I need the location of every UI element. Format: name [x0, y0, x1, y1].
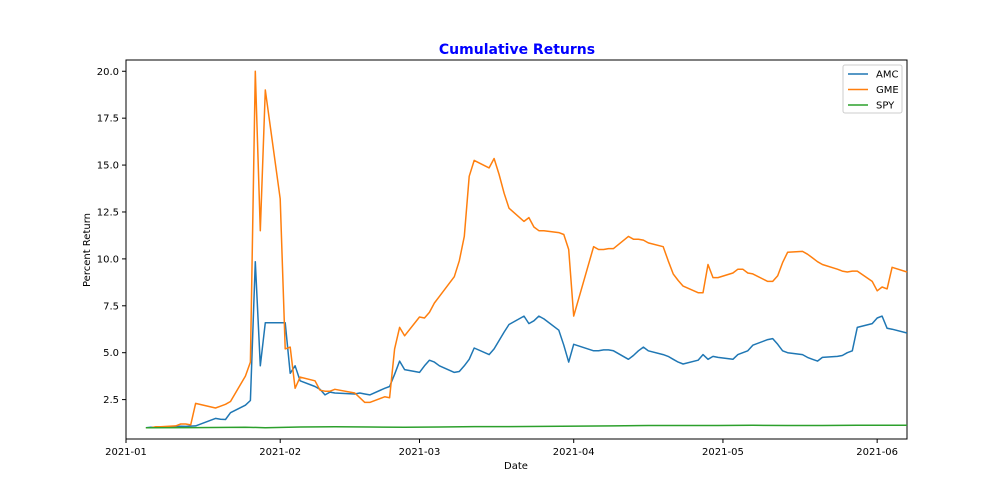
y-tick-label: 10.0	[97, 254, 119, 265]
x-tick-label: 2021-02	[259, 447, 301, 458]
y-axis-label: Percent Return	[82, 213, 93, 287]
legend-label-amc: AMC	[876, 70, 898, 81]
x-tick-label: 2021-06	[856, 447, 898, 458]
x-axis-label: Date	[504, 461, 528, 472]
x-tick-label: 2021-04	[553, 447, 595, 458]
x-tick-label: 2021-01	[105, 447, 147, 458]
y-axis: 2.5 5.0 7.5 10.0 12.5 15.0 17.5 20.0	[97, 67, 126, 406]
x-axis: 2021-01 2021-02 2021-03 2021-04 2021-05 2021-…	[105, 439, 898, 458]
y-tick-label: 17.5	[97, 114, 119, 125]
legend-label-spy: SPY	[876, 101, 895, 112]
series-line-amc	[145, 260, 908, 429]
legend-label-gme: GME	[876, 85, 899, 96]
plot-frame	[125, 59, 908, 440]
y-tick-label: 15.0	[97, 161, 119, 172]
x-tick-label: 2021-03	[399, 447, 441, 458]
series-line-gme	[145, 70, 908, 429]
y-tick-label: 2.5	[103, 395, 119, 406]
y-tick-label: 7.5	[103, 301, 119, 312]
y-tick-label: 20.0	[97, 67, 119, 78]
y-tick-label: 5.0	[103, 348, 119, 359]
legend-box	[842, 64, 903, 114]
legend: AMC GME SPY	[842, 64, 903, 114]
series-group	[145, 70, 908, 429]
chart-title: Cumulative Returns	[439, 42, 595, 58]
plot-area	[125, 59, 908, 440]
x-tick-label: 2021-05	[702, 447, 744, 458]
y-tick-label: 12.5	[97, 207, 119, 218]
series-line-spy	[145, 424, 907, 429]
